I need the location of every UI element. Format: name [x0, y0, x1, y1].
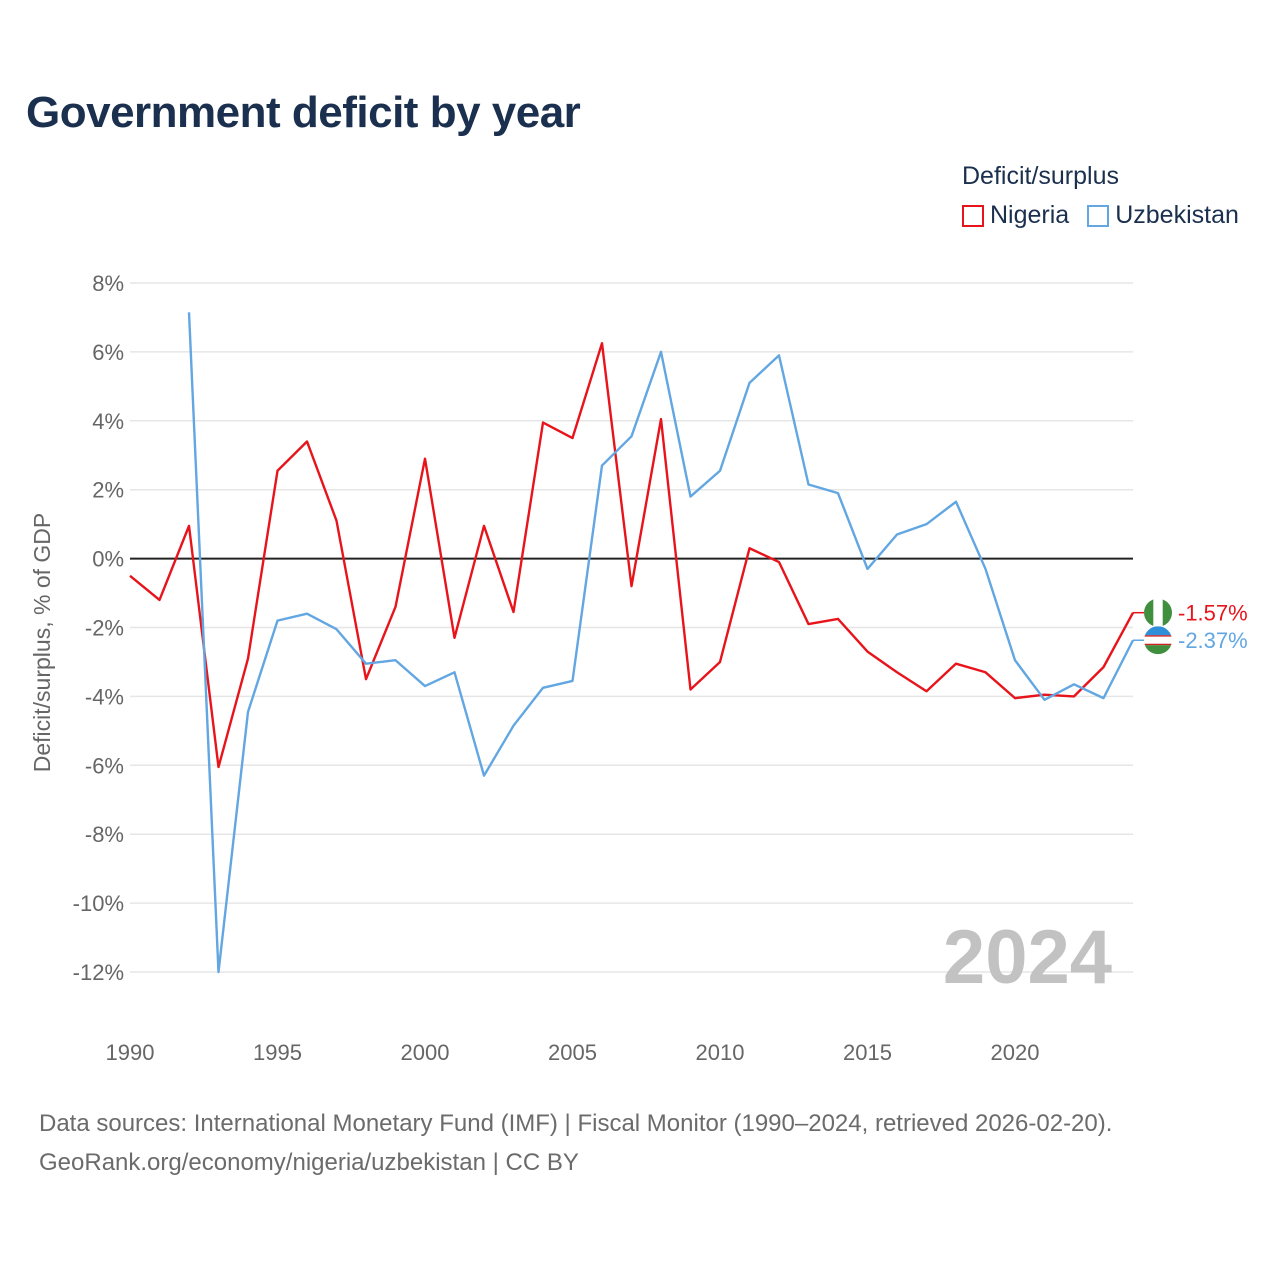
legend-swatch-nigeria [962, 204, 984, 227]
flag-stripe [1144, 598, 1154, 627]
series-line-nigeria[interactable] [129, 342, 1135, 769]
legend-label-nigeria: Nigeria [990, 201, 1070, 229]
flag-stripe [1144, 643, 1172, 646]
x-axis-ticks: 1990 1995 2000 2005 2010 2015 2020 [106, 1040, 1040, 1065]
sources-line-1: Data sources: International Monetary Fun… [39, 1110, 1113, 1137]
legend-swatch-uzbekistan [1087, 204, 1110, 227]
flag-stripe [1162, 598, 1172, 627]
y-tick-label: 4% [92, 409, 124, 434]
x-tick-label: 2020 [991, 1040, 1040, 1065]
y-tick-label: -12% [73, 960, 124, 985]
flag-stripe [1144, 626, 1172, 636]
y-axis-ticks: 8% 6% 4% 2% 0% -2% -4% -6% -8% -10% -12% [73, 271, 124, 985]
end-markers: -1.57%-2.37% [1133, 598, 1248, 655]
y-tick-label: 8% [92, 271, 124, 296]
legend-label-uzbekistan: Uzbekistan [1115, 201, 1239, 229]
x-tick-label: 1995 [253, 1040, 302, 1065]
legend: Deficit/surplus Nigeria Uzbekistan [962, 162, 1240, 230]
nigeria-flag-icon [1144, 598, 1172, 627]
end-value-label-nigeria: -1.57% [1178, 601, 1248, 626]
x-tick-label: 2000 [401, 1040, 450, 1065]
y-tick-label: -4% [85, 684, 124, 709]
y-tick-label: -10% [73, 891, 124, 916]
flag-stripe [1144, 636, 1172, 644]
chart-title: Government deficit by year [26, 88, 581, 137]
x-tick-label: 2005 [548, 1040, 597, 1065]
line-chart: 8% 6% 4% 2% 0% -2% -4% -6% -8% -10% -12% 1990 1995 2… [29, 271, 1248, 1065]
sources-line-2[interactable]: GeoRank.org/economy/nigeria/uzbekistan |… [39, 1149, 579, 1176]
flag-stripe [1153, 598, 1163, 627]
flag-stripe [1144, 635, 1172, 637]
y-axis-label: Deficit/surplus, % of GDP [29, 513, 55, 772]
y-tick-label: 6% [92, 340, 124, 365]
flag-stripe [1144, 645, 1172, 655]
series-line-uzbekistan[interactable] [187, 312, 1135, 974]
y-tick-label: 0% [92, 547, 124, 572]
series-lines [129, 312, 1135, 974]
x-tick-label: 2010 [696, 1040, 745, 1065]
x-tick-label: 1990 [106, 1040, 155, 1065]
legend-item-uzbekistan[interactable]: Uzbekistan [1087, 201, 1239, 230]
year-watermark: 2024 [943, 915, 1112, 1000]
uzbekistan-flag-icon [1144, 626, 1172, 655]
y-tick-label: -8% [85, 822, 124, 847]
y-tick-label: -6% [85, 753, 124, 778]
x-tick-label: 2015 [843, 1040, 892, 1065]
end-value-label-uzbekistan: -2.37% [1178, 628, 1248, 653]
legend-title: Deficit/surplus [962, 162, 1119, 190]
sources: Data sources: International Monetary Fun… [39, 1104, 1112, 1182]
grid-lines [130, 282, 1133, 973]
legend-item-nigeria[interactable]: Nigeria [962, 201, 1069, 230]
y-tick-label: 2% [92, 478, 124, 503]
y-tick-label: -2% [85, 616, 124, 641]
